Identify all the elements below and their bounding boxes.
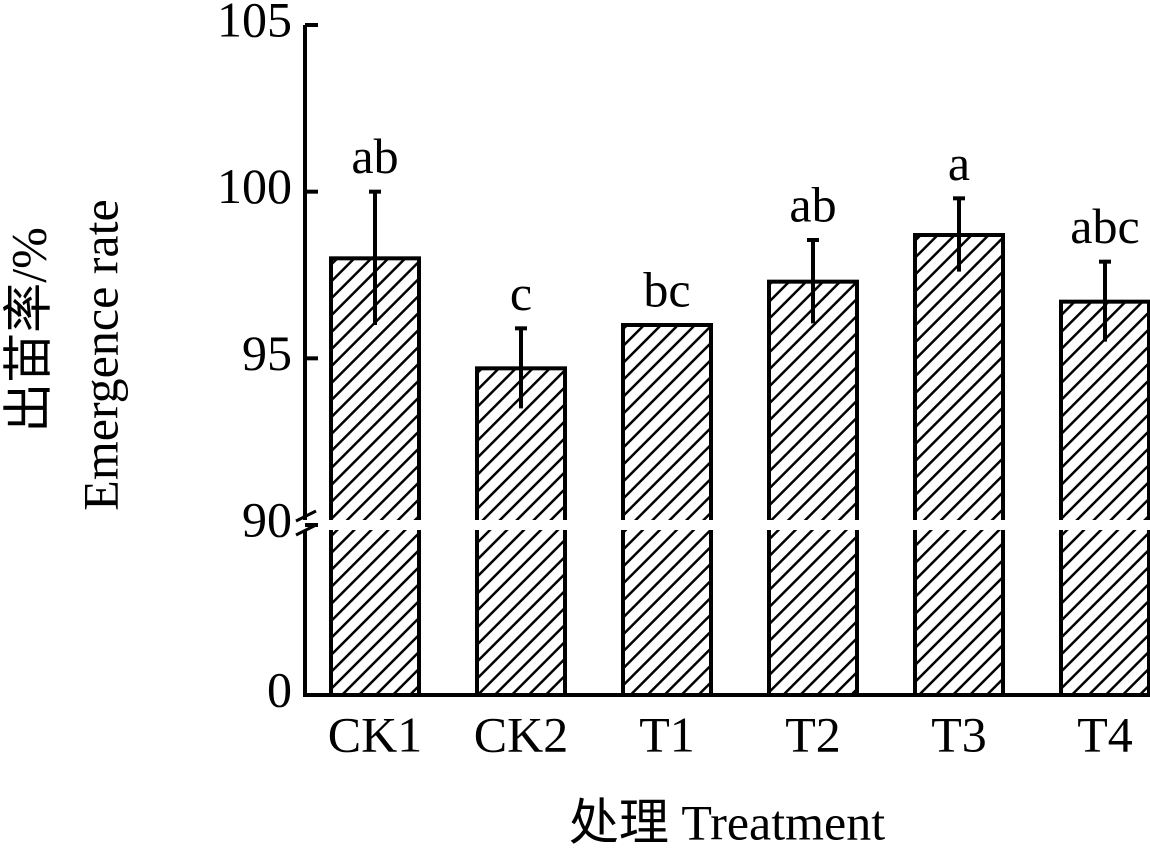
significance-letter: ab xyxy=(789,176,836,232)
x-tick-label: CK2 xyxy=(474,706,568,762)
y-tick-label: 0 xyxy=(267,661,292,717)
y-axis-title: 出苗率/% xyxy=(0,227,56,433)
break-mark xyxy=(295,509,317,523)
y-tick-label: 100 xyxy=(217,158,292,214)
significance-letter: c xyxy=(510,265,532,321)
x-tick-label: T4 xyxy=(1077,706,1133,762)
significance-letter: bc xyxy=(643,261,690,317)
bar xyxy=(621,323,713,697)
bar xyxy=(913,233,1005,697)
bar xyxy=(475,366,567,697)
significance-letter: ab xyxy=(351,128,398,184)
bar xyxy=(329,256,421,697)
x-tick-label: T3 xyxy=(931,706,987,762)
axis-break xyxy=(300,520,1150,530)
x-tick-label: CK1 xyxy=(328,706,422,762)
bar xyxy=(767,279,859,697)
y-axis-title: Emergence rate xyxy=(72,199,128,510)
significance-letter: a xyxy=(948,135,970,191)
y-tick-label: 95 xyxy=(242,325,292,381)
bar xyxy=(1059,299,1150,697)
x-axis-title: 处理 Treatment xyxy=(569,794,885,850)
x-tick-label: T2 xyxy=(785,706,841,762)
x-tick-label: T1 xyxy=(639,706,695,762)
y-tick-label: 90 xyxy=(242,491,292,547)
y-tick-label: 105 xyxy=(217,0,292,47)
significance-letter: abc xyxy=(1070,198,1139,254)
